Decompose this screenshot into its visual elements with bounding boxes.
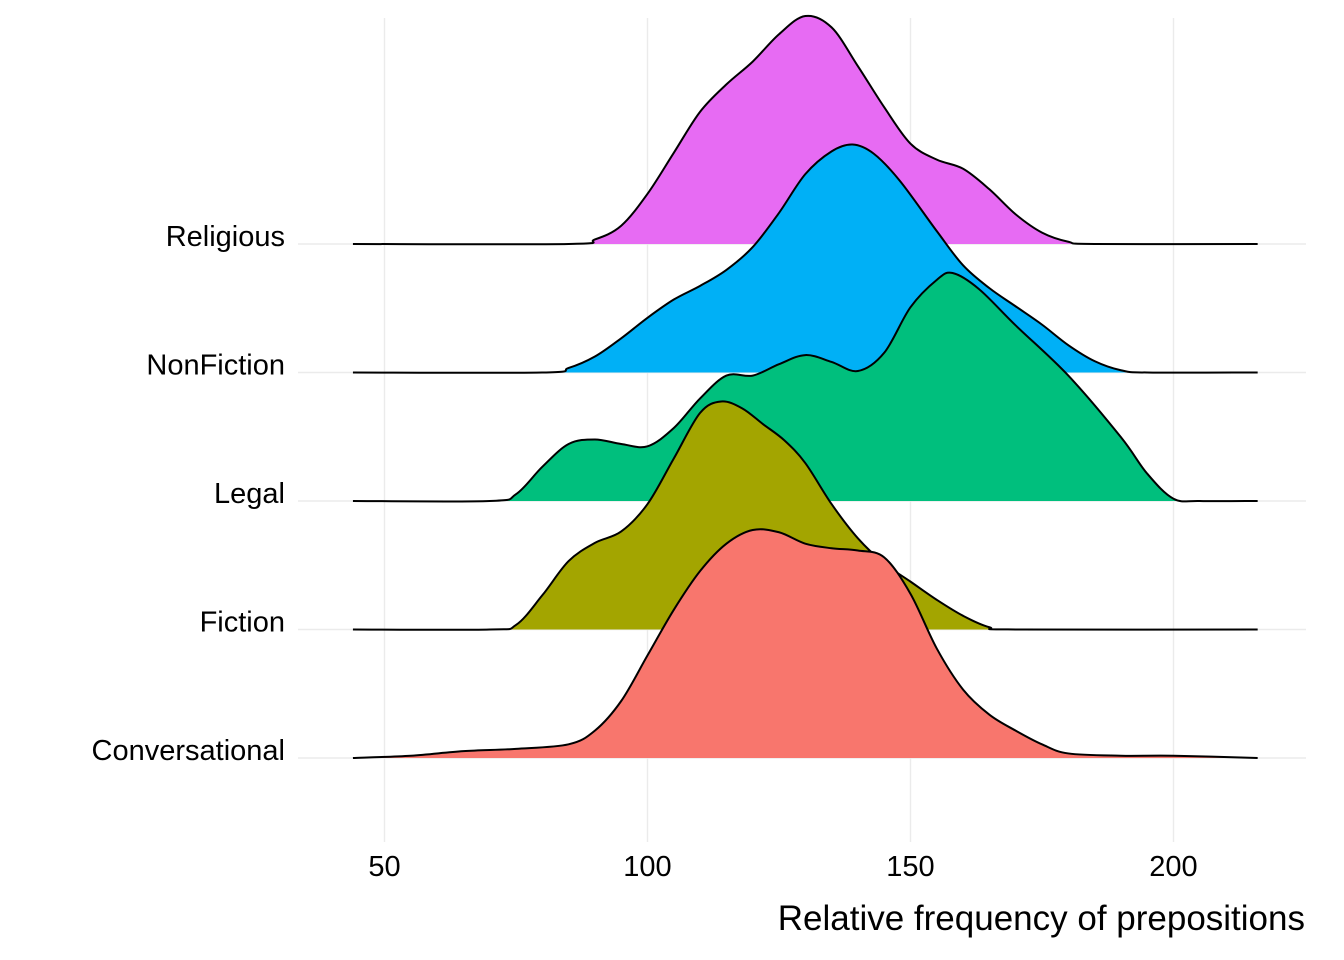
ridge-outline-religious	[352, 14, 1258, 246]
x-tick-label-150: 150	[886, 851, 934, 883]
ridge-outline-fiction	[352, 400, 1258, 631]
ridge-outline-legal	[352, 271, 1258, 503]
x-tick-label-100: 100	[623, 851, 671, 883]
category-label-legal: Legal	[214, 478, 285, 510]
x-tick-labels: 50 100 150 200	[368, 851, 1197, 883]
ridge-fill-religious	[352, 15, 1258, 245]
ridge-outline-conversational	[352, 528, 1258, 759]
x-tick-label-50: 50	[368, 851, 400, 883]
x-tick-label-200: 200	[1149, 851, 1197, 883]
x-axis-title: Relative frequency of prepositions	[778, 899, 1305, 938]
category-label-fiction: Fiction	[200, 607, 285, 639]
category-label-conversational: Conversational	[92, 735, 285, 767]
category-label-nonfiction: NonFiction	[146, 350, 285, 382]
category-labels: Conversational Fiction Legal NonFiction Reli…	[92, 221, 285, 767]
ridge-layer	[352, 14, 1258, 759]
ridge-outline-nonfiction	[352, 143, 1258, 374]
ridge-fill-conversational	[352, 529, 1258, 758]
ridge-fill-legal	[352, 272, 1258, 502]
ridge-fill-fiction	[352, 401, 1258, 630]
ridge-fill-nonfiction	[352, 144, 1258, 373]
category-label-religious: Religious	[166, 221, 285, 253]
